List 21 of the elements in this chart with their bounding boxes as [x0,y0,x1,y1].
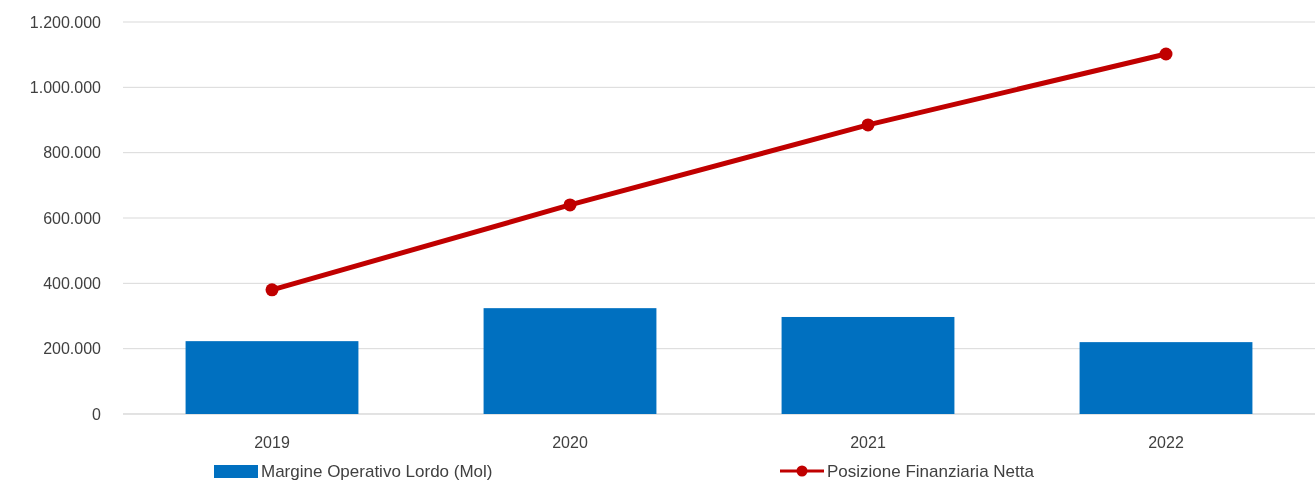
x-tick-label: 2020 [552,434,588,451]
point [861,118,875,132]
x-tick-label: 2021 [850,434,886,451]
x-tick-label: 2019 [254,434,290,451]
point [1159,47,1173,61]
y-tick-label: 800.000 [43,144,102,162]
point [265,283,279,297]
y-tick-label: 1.000.000 [29,78,102,96]
legend-label: Posizione Finanziaria Netta [827,461,1035,481]
legend-label: Margine Operativo Lordo (Mol) [261,461,493,481]
y-tick-label: 600.000 [43,209,102,227]
bar [781,316,955,414]
point [563,198,577,212]
y-tick-label: 0 [92,405,102,423]
y-tick-label: 1.200.000 [29,13,102,31]
x-tick-label: 2022 [1148,434,1184,451]
y-tick-label: 200.000 [43,340,102,358]
bar [483,308,657,414]
bar [1079,342,1253,414]
y-tick-label: 400.000 [43,274,102,292]
bar [185,341,359,414]
